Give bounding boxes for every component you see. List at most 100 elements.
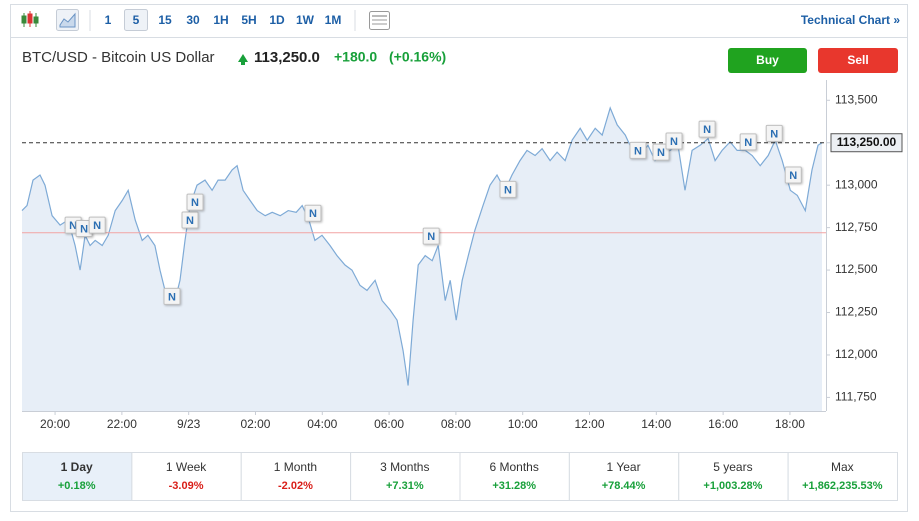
period-cell[interactable] [787, 452, 898, 501]
technical-chart-link[interactable]: Technical Chart » [801, 13, 900, 27]
news-marker-label[interactable]: N [744, 137, 752, 149]
news-marker-label[interactable]: N [80, 223, 88, 235]
x-tick-label: 06:00 [374, 417, 404, 431]
period-name[interactable]: 1 Year [607, 460, 641, 474]
news-marker-label[interactable]: N [93, 220, 101, 232]
x-tick-label: 04:00 [307, 417, 337, 431]
period-name[interactable]: Max [831, 460, 854, 474]
news-marker-label[interactable]: N [427, 231, 435, 243]
period-cell[interactable] [240, 452, 352, 501]
area-fill [22, 107, 822, 412]
news-marker-label[interactable]: N [168, 291, 176, 303]
candle-icon[interactable] [21, 11, 39, 27]
y-tick-label: 113,500 [835, 92, 878, 106]
x-tick-label: 14:00 [641, 417, 671, 431]
x-tick-label: 16:00 [708, 417, 738, 431]
area-icon[interactable] [56, 9, 79, 31]
news-marker[interactable] [784, 166, 802, 184]
period-name[interactable]: 5 years [713, 460, 752, 474]
period-cell[interactable] [678, 452, 789, 501]
interval[interactable]: 1H [213, 13, 228, 27]
x-tick-label: 02:00 [240, 417, 270, 431]
price-line [21, 106, 823, 386]
news-marker[interactable] [652, 143, 670, 161]
period-name[interactable]: 3 Months [380, 460, 429, 474]
period-name[interactable]: 1 Month [274, 460, 317, 474]
x-tick-label: 08:00 [441, 417, 471, 431]
news-marker-label[interactable]: N [770, 128, 778, 140]
period-change[interactable]: +7.31% [386, 480, 424, 492]
price: 113,250.0 [254, 49, 320, 66]
interval[interactable]: 30 [186, 13, 200, 27]
news-marker[interactable] [698, 120, 716, 138]
news-marker[interactable] [665, 132, 683, 150]
y-tick-label: 112,000 [835, 347, 878, 361]
interval[interactable]: 1M [325, 13, 342, 27]
period-cell[interactable] [22, 452, 133, 501]
period-change[interactable]: -3.09% [169, 480, 204, 492]
symbol: BTC/USD - Bitcoin US Dollar [22, 49, 215, 66]
x-tick-label: 18:00 [775, 417, 805, 431]
last-price-label: 113,250.00 [837, 135, 897, 149]
news-marker-label[interactable]: N [657, 147, 665, 159]
period-cell[interactable] [131, 452, 242, 501]
x-tick-label: 9/23 [177, 417, 201, 431]
period-change[interactable]: -2.02% [278, 480, 313, 492]
x-tick-label: 20:00 [40, 417, 70, 431]
x-tick-label: 12:00 [574, 417, 604, 431]
y-tick-label: 112,250 [835, 305, 878, 319]
news-marker[interactable] [181, 211, 199, 229]
interval[interactable]: 15 [158, 13, 172, 27]
interval[interactable]: 1D [269, 13, 285, 27]
period-change[interactable]: +1,003.28% [703, 480, 762, 492]
news-marker[interactable] [629, 141, 647, 159]
up-arrow [238, 54, 248, 65]
period-cell[interactable] [350, 452, 461, 501]
news-marker[interactable] [163, 287, 181, 305]
interval[interactable]: 1 [105, 13, 112, 27]
news-marker-label[interactable]: N [789, 170, 797, 182]
period-name[interactable]: 1 Week [166, 460, 207, 474]
y-tick-label: 112,750 [835, 220, 878, 234]
sell-label[interactable]: Sell [847, 53, 868, 67]
news-marker-label[interactable]: N [703, 124, 711, 136]
news-marker-label[interactable]: N [69, 220, 77, 232]
change-pct: (+0.16%) [389, 49, 446, 65]
interval[interactable]: 1W [296, 13, 315, 27]
news-marker-label[interactable]: N [309, 208, 317, 220]
y-tick-label: 112,500 [835, 262, 878, 276]
news-marker-label[interactable]: N [504, 184, 512, 196]
interval[interactable]: 5H [241, 13, 256, 27]
sell-button[interactable] [818, 48, 898, 73]
period-name[interactable]: 6 Months [490, 460, 539, 474]
news-marker-label[interactable]: N [670, 136, 678, 148]
news-marker[interactable] [765, 124, 783, 142]
table-icon[interactable] [369, 11, 390, 30]
x-tick-label: 22:00 [107, 417, 137, 431]
period-change[interactable]: +0.18% [58, 480, 96, 492]
period-name[interactable]: 1 Day [61, 460, 93, 474]
news-marker[interactable] [422, 227, 440, 245]
news-marker[interactable] [304, 204, 322, 222]
news-marker[interactable] [499, 180, 517, 198]
news-marker[interactable] [739, 133, 757, 151]
toolbar [10, 4, 908, 38]
news-marker-label[interactable]: N [191, 197, 199, 209]
news-marker-label[interactable]: N [186, 215, 194, 227]
news-marker-label[interactable]: N [634, 145, 642, 157]
period-change[interactable]: +1,862,235.53% [802, 480, 883, 492]
buy-button[interactable] [728, 48, 807, 73]
period-cell[interactable] [459, 452, 570, 501]
interval[interactable]: 5 [133, 13, 140, 27]
y-tick-label: 111,750 [835, 390, 877, 404]
period-change[interactable]: +78.44% [602, 480, 646, 492]
news-marker[interactable] [88, 216, 106, 234]
news-marker[interactable] [186, 193, 204, 211]
last-price-box [830, 133, 903, 153]
interval-active[interactable] [124, 9, 148, 31]
period-cell[interactable] [568, 452, 680, 501]
plot: Investing.com111,750112,000112,250112,50… [21, 80, 903, 431]
buy-label[interactable]: Buy [756, 53, 779, 67]
period-change[interactable]: +31.28% [492, 480, 536, 492]
